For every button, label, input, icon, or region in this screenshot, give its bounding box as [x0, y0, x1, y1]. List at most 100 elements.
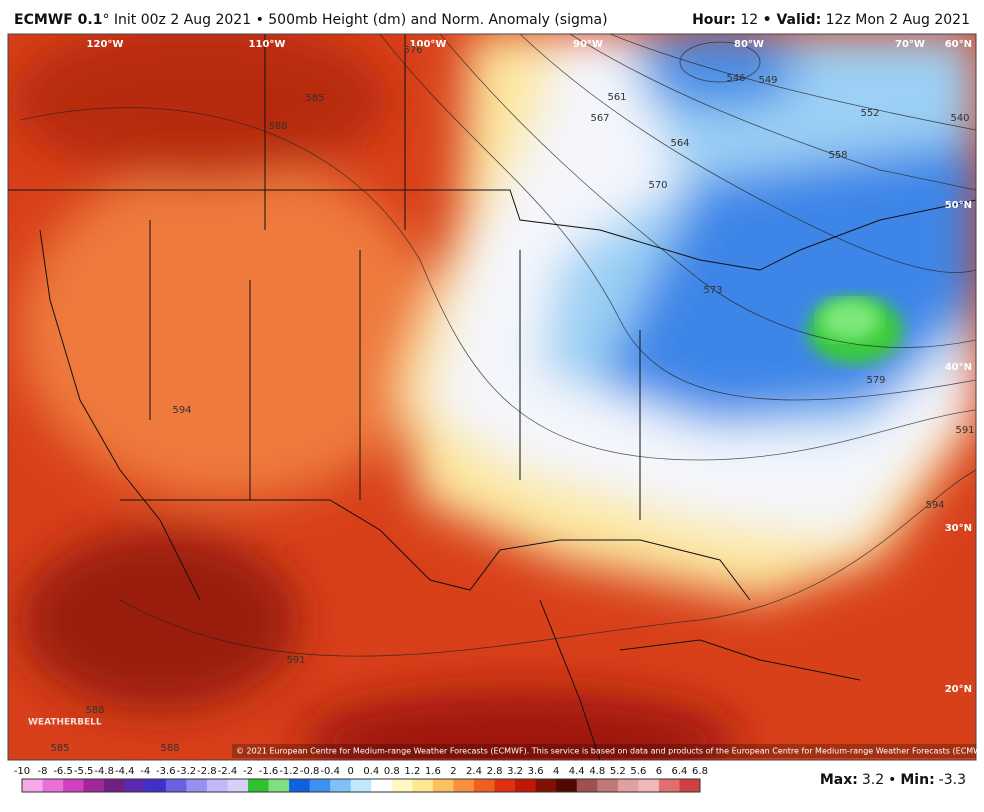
colorbar-swatch — [432, 779, 454, 792]
colorbar-swatch — [638, 779, 660, 792]
colorbar-swatch — [535, 779, 557, 792]
colorbar-label: -6.5 — [53, 766, 73, 777]
colorbar-swatch — [350, 779, 372, 792]
longitude-label: 90°W — [573, 39, 603, 50]
contour-label: 558 — [828, 150, 847, 161]
colorbar-swatch — [412, 779, 434, 792]
copyright: © 2021 European Centre for Medium-range … — [236, 747, 984, 756]
stat-min: -3.3 — [939, 772, 966, 788]
contour-label: 546 — [726, 73, 745, 84]
colorbar-swatch — [289, 779, 311, 792]
colorbar-swatch — [206, 779, 228, 792]
stat-sep: • — [888, 772, 896, 788]
contour-label: 594 — [172, 405, 191, 416]
contour-label: 540 — [950, 113, 969, 124]
colorbar-swatch — [227, 779, 249, 792]
latitude-label: 20°N — [945, 684, 972, 695]
colorbar-label: 2.4 — [466, 766, 482, 777]
contour-label: 552 — [860, 108, 879, 119]
colorbar-label: -3.6 — [156, 766, 176, 777]
contour-label: 588 — [268, 121, 287, 132]
map — [8, 34, 976, 760]
colorbar-swatch — [248, 779, 270, 792]
colorbar-swatch — [22, 779, 44, 792]
colorbar-label: -3.2 — [177, 766, 197, 777]
colorbar-swatch — [391, 779, 413, 792]
colorbar-swatch — [474, 779, 496, 792]
latitude-label: 30°N — [945, 523, 972, 534]
colorbar-label: -1.6 — [259, 766, 279, 777]
colorbar-label: 6.8 — [692, 766, 708, 777]
map-frame — [7, 33, 977, 761]
colorbar-swatch — [63, 779, 85, 792]
colorbar-swatch — [679, 779, 701, 792]
stats: Max: 3.2 • Min: -3.3 — [820, 772, 966, 788]
latitude-label: 50°N — [945, 200, 972, 211]
colorbar-label: -0.4 — [320, 766, 340, 777]
colorbar-swatch — [617, 779, 639, 792]
colorbar-label: -2.4 — [218, 766, 238, 777]
colorbar-label: -5.5 — [74, 766, 94, 777]
stat-min-label: Min: — [900, 772, 934, 788]
colorbar-label: -4 — [140, 766, 150, 777]
colorbar-label: -4.8 — [94, 766, 114, 777]
contour-label: 567 — [590, 113, 609, 124]
longitude-label: 120°W — [87, 39, 124, 50]
contour-label: 561 — [607, 92, 626, 103]
longitude-label: 100°W — [410, 39, 447, 50]
colorbar-swatch — [165, 779, 187, 792]
contour-label: 573 — [703, 285, 722, 296]
colorbar-swatch — [371, 779, 393, 792]
contour-label: 591 — [955, 425, 974, 436]
colorbar-swatch — [453, 779, 475, 792]
colorbar-label: 3.6 — [528, 766, 544, 777]
colorbar-label: -1.2 — [279, 766, 299, 777]
colorbar-label: 1.2 — [404, 766, 420, 777]
contour-label: 570 — [648, 180, 667, 191]
colorbar-swatch — [42, 779, 64, 792]
contour-label: 588 — [160, 743, 179, 754]
colorbar-label: 3.2 — [507, 766, 523, 777]
contour-label: 549 — [758, 75, 777, 86]
colorbar-swatch — [494, 779, 516, 792]
colorbar-label: 2.8 — [487, 766, 503, 777]
valid-time: Hour: 12 • Valid: 12z Mon 2 Aug 2021 — [692, 12, 970, 28]
colorbar-frame — [21, 778, 701, 793]
logo: WEATHERBELL — [28, 718, 102, 728]
colorbar-swatch — [104, 779, 126, 792]
contour-label: 579 — [866, 375, 885, 386]
copyright-bg — [232, 744, 976, 758]
colorbar-swatch — [309, 779, 331, 792]
colorbar-label: -4.4 — [115, 766, 135, 777]
colorbar-swatch — [186, 779, 208, 792]
colorbar-label: 1.6 — [425, 766, 441, 777]
longitude-label: 80°W — [734, 39, 764, 50]
colorbar-swatch — [556, 779, 578, 792]
contour-label: 585 — [305, 93, 324, 104]
contour-label: 576 — [403, 45, 422, 56]
title: ECMWF 0.1° Init 00z 2 Aug 2021 • 500mb H… — [14, 12, 608, 28]
contour-label: 591 — [286, 655, 305, 666]
colorbar-swatch — [330, 779, 352, 792]
colorbar-label: 6.4 — [672, 766, 688, 777]
colorbar-label: 0 — [348, 766, 354, 777]
longitude-label: 110°W — [249, 39, 286, 50]
colorbar-label: 0.4 — [363, 766, 379, 777]
contour-label: 588 — [85, 705, 104, 716]
colorbar-swatch — [145, 779, 167, 792]
latitude-label: 60°N — [945, 39, 972, 50]
colorbar-label: 5.6 — [630, 766, 646, 777]
colorbar-label: 6 — [656, 766, 662, 777]
colorbar-swatch — [597, 779, 619, 792]
colorbar-label: -10 — [14, 766, 30, 777]
colorbar-label: 4 — [553, 766, 559, 777]
longitude-label: 70°W — [895, 39, 925, 50]
colorbar-label: -8 — [38, 766, 48, 777]
colorbar-label: 2 — [450, 766, 456, 777]
colorbar-label: 4.8 — [589, 766, 605, 777]
contour-label: 564 — [670, 138, 689, 149]
latitude-label: 40°N — [945, 362, 972, 373]
colorbar-label: 4.4 — [569, 766, 585, 777]
colorbar-label: -0.8 — [300, 766, 320, 777]
